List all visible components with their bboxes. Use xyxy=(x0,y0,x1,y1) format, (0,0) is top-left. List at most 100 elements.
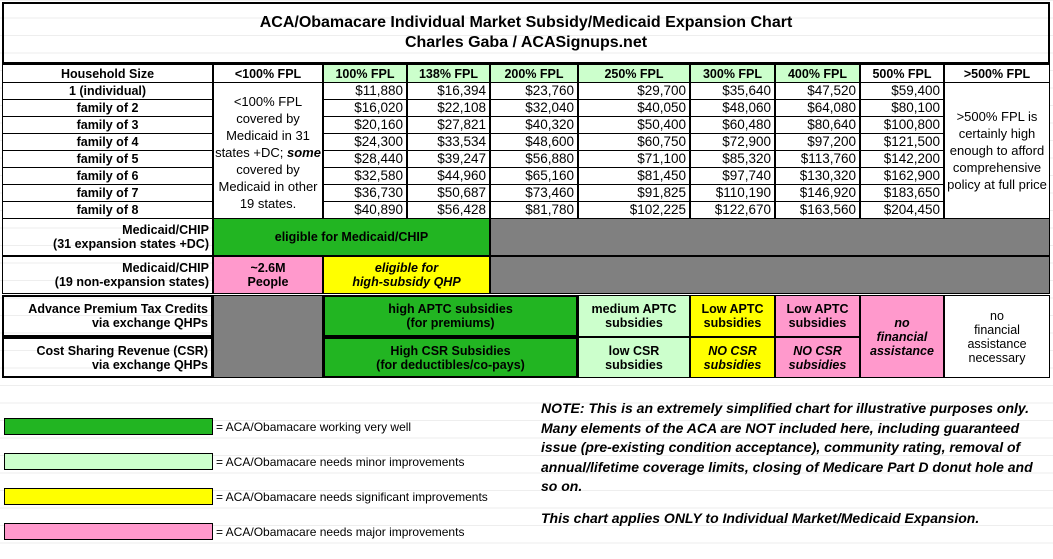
income-cell: $60,750 xyxy=(578,133,690,151)
income-cell: $48,600 xyxy=(490,133,578,151)
income-cell: $162,900 xyxy=(860,167,944,185)
low-csr-cell: low CSR subsidies xyxy=(578,337,690,378)
income-cell: $73,460 xyxy=(490,184,578,202)
income-cell: $100,800 xyxy=(860,116,944,134)
income-cell: $60,480 xyxy=(690,116,775,134)
legend-swatch-light-green xyxy=(4,453,213,470)
household-size-label: family of 4 xyxy=(2,133,213,151)
income-cell: $32,040 xyxy=(490,99,578,117)
column-header: Household Size xyxy=(2,64,213,83)
household-size-label: family of 2 xyxy=(2,99,213,117)
household-size-label: 1 (individual) xyxy=(2,82,213,100)
cell-line: financial xyxy=(876,329,928,344)
cell-line: low CSR xyxy=(608,343,660,358)
income-cell: $102,225 xyxy=(578,201,690,219)
note-scope: This chart applies ONLY to Individual Ma… xyxy=(541,509,980,526)
income-cell: $29,700 xyxy=(578,82,690,100)
income-cell: $11,880 xyxy=(323,82,407,100)
above-500-fpl-note: >500% FPL is certainly high enough to af… xyxy=(944,82,1050,219)
income-cell: $91,825 xyxy=(578,184,690,202)
chart-title: ACA/Obamacare Individual Market Subsidy/… xyxy=(2,2,1050,64)
cell-line: financial xyxy=(974,322,1020,337)
income-cell: $47,520 xyxy=(775,82,860,100)
cell-line: no xyxy=(894,315,910,330)
income-cell: $97,740 xyxy=(690,167,775,185)
income-cell: $110,190 xyxy=(690,184,775,202)
column-header: 500% FPL xyxy=(860,64,944,83)
subtitle: Charles Gaba / ACASignups.net xyxy=(404,34,648,51)
income-cell: $65,160 xyxy=(490,167,578,185)
income-cell: $44,960 xyxy=(407,167,490,185)
below-100-fpl-note: <100% FPL covered by Medicaid in 31 stat… xyxy=(213,82,323,219)
cell-line: assistance xyxy=(870,343,934,358)
income-cell: $56,880 xyxy=(490,150,578,168)
income-cell: $121,500 xyxy=(860,133,944,151)
income-cell: $85,320 xyxy=(690,150,775,168)
income-cell: $122,670 xyxy=(690,201,775,219)
column-header: 250% FPL xyxy=(578,64,690,83)
high-aptc-cell: high APTC subsidies (for premiums) xyxy=(323,295,578,337)
income-cell: $113,760 xyxy=(775,150,860,168)
cell-line: medium APTC xyxy=(591,302,677,316)
cell-line: (for premiums) xyxy=(406,316,495,330)
gray-cell xyxy=(490,218,1050,256)
note-post: covered by Medicaid in other 19 states. xyxy=(218,162,318,211)
medicaid-eligible-cell: eligible for Medicaid/CHIP xyxy=(213,218,490,256)
household-size-label: family of 5 xyxy=(2,150,213,168)
legend-label-pink: = ACA/Obamacare needs major improvements xyxy=(216,525,465,539)
row-label-medicaid-nonexpansion: Medicaid/CHIP (19 non-expansion states) xyxy=(2,256,213,294)
label-line: via exchange QHPs xyxy=(91,357,208,372)
legend-swatch-pink xyxy=(4,523,213,540)
legend-label-light-green: = ACA/Obamacare needs minor improvements xyxy=(216,455,465,469)
gray-cell xyxy=(213,295,323,378)
cell-line: high-subsidy QHP xyxy=(352,275,461,289)
income-cell: $71,100 xyxy=(578,150,690,168)
label-line: (19 non-expansion states) xyxy=(54,275,209,289)
column-header: 100% FPL xyxy=(323,64,407,83)
income-cell: $39,247 xyxy=(407,150,490,168)
legend-swatch-yellow xyxy=(4,488,213,505)
title: ACA/Obamacare Individual Market Subsidy/… xyxy=(259,14,793,31)
income-cell: $72,900 xyxy=(690,133,775,151)
income-cell: $23,760 xyxy=(490,82,578,100)
cell-line: ~2.6M xyxy=(250,261,286,275)
income-cell: $163,560 xyxy=(775,201,860,219)
income-cell: $16,394 xyxy=(407,82,490,100)
note-em: some xyxy=(286,145,321,160)
high-csr-cell: High CSR Subsidies (for deductibles/co-pa… xyxy=(323,337,578,378)
income-cell: $40,320 xyxy=(490,116,578,134)
income-cell: $81,780 xyxy=(490,201,578,219)
label-line: Cost Sharing Revenue (CSR) xyxy=(36,343,208,358)
household-size-label: family of 8 xyxy=(2,201,213,219)
income-cell: $40,050 xyxy=(578,99,690,117)
cell-line: High CSR Subsidies xyxy=(390,343,511,358)
cell-line: People xyxy=(247,275,289,289)
income-cell: $80,640 xyxy=(775,116,860,134)
cell-line: Low APTC xyxy=(701,302,764,316)
medium-aptc-cell: medium APTC subsidies xyxy=(578,295,690,337)
income-cell: $59,400 xyxy=(860,82,944,100)
label-line: Medicaid/CHIP xyxy=(122,223,209,237)
income-cell: $130,320 xyxy=(775,167,860,185)
note-text: NOTE: This is an extremely simplified ch… xyxy=(541,400,1033,494)
label-line: via exchange QHPs xyxy=(91,316,208,330)
no-csr-cell-300: NO CSR subsidies xyxy=(690,337,775,378)
cell-line: necessary xyxy=(968,350,1026,365)
income-cell: $27,821 xyxy=(407,116,490,134)
disclaimer-note: NOTE: This is an extremely simplified ch… xyxy=(541,399,1051,528)
cell-line: subsidies xyxy=(605,357,663,372)
income-cell: $81,450 xyxy=(578,167,690,185)
income-cell: $142,200 xyxy=(860,150,944,168)
low-aptc-cell-400: Low APTC subsidies xyxy=(775,295,860,337)
gray-cell xyxy=(490,256,1050,294)
income-cell: $36,730 xyxy=(323,184,407,202)
column-header: 400% FPL xyxy=(775,64,860,83)
income-cell: $50,400 xyxy=(578,116,690,134)
cell-line: subsidies xyxy=(703,316,762,330)
low-aptc-cell-300: Low APTC subsidies xyxy=(690,295,775,337)
no-financial-assistance-cell: no financial assistance xyxy=(860,295,944,378)
cell-line: assistance xyxy=(967,336,1027,351)
income-cell: $33,534 xyxy=(407,133,490,151)
no-csr-cell-400: NO CSR subsidies xyxy=(775,337,860,378)
row-label-medicaid-expansion: Medicaid/CHIP (31 expansion states +DC) xyxy=(2,218,213,256)
